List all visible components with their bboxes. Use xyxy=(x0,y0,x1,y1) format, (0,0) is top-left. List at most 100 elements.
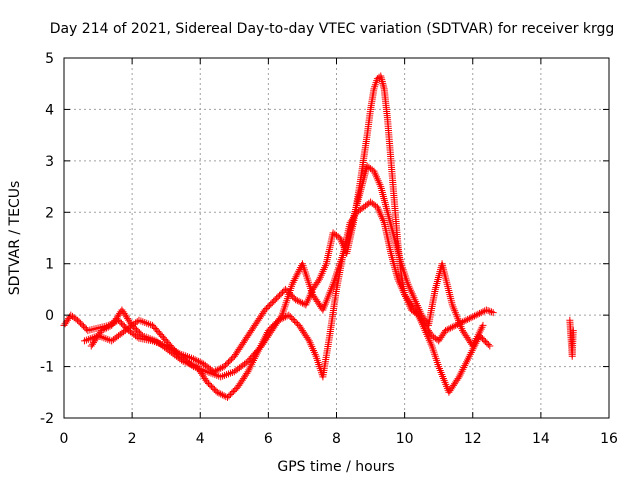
data-point xyxy=(447,324,455,332)
y-tick-label: -1 xyxy=(40,360,54,376)
data-point xyxy=(484,341,492,349)
data-point xyxy=(74,316,82,324)
series-track-c xyxy=(80,162,487,381)
data-point xyxy=(229,388,237,396)
data-point xyxy=(217,364,225,372)
data-point xyxy=(276,291,284,299)
y-tick-label: 5 xyxy=(45,51,54,67)
x-tick-label: 16 xyxy=(600,431,618,447)
data-point xyxy=(195,357,203,365)
data-point xyxy=(224,358,232,366)
data-point xyxy=(77,319,85,327)
data-point xyxy=(454,375,462,383)
data-point xyxy=(99,326,107,334)
data-point xyxy=(484,307,492,315)
data-point xyxy=(217,390,225,398)
chart-title: Day 214 of 2021, Sidereal Day-to-day VTE… xyxy=(50,21,615,37)
data-point xyxy=(465,315,473,323)
data-point xyxy=(222,361,230,369)
data-point xyxy=(203,378,211,386)
data-point xyxy=(261,306,269,314)
data-point xyxy=(264,303,272,311)
data-point xyxy=(278,288,286,296)
data-point xyxy=(268,299,276,307)
axis-ticks xyxy=(63,57,610,419)
data-point xyxy=(291,317,299,325)
y-tick-label: 3 xyxy=(45,154,54,170)
data-point xyxy=(79,322,87,330)
data-point xyxy=(104,323,112,331)
data-point xyxy=(228,389,236,397)
data-point xyxy=(277,313,285,321)
data-point xyxy=(210,385,218,393)
data-point xyxy=(470,312,478,320)
data-point xyxy=(231,386,239,394)
data-point xyxy=(277,290,285,298)
data-point xyxy=(286,313,294,321)
y-tick-label: -2 xyxy=(40,411,54,427)
data-point xyxy=(191,356,199,364)
data-point xyxy=(103,324,111,332)
data-point xyxy=(486,342,494,350)
grid xyxy=(64,58,609,418)
data-point xyxy=(215,365,223,373)
data-point xyxy=(452,321,460,329)
data-point xyxy=(270,297,278,305)
data-point xyxy=(295,297,303,305)
data-series xyxy=(60,72,577,401)
series-track-d xyxy=(566,316,577,360)
data-point xyxy=(134,327,142,335)
data-point xyxy=(271,296,279,304)
data-point xyxy=(135,329,143,337)
data-point xyxy=(117,319,125,327)
data-point xyxy=(226,357,234,365)
data-point xyxy=(226,390,234,398)
data-point xyxy=(207,382,215,390)
data-point xyxy=(476,309,484,317)
data-point xyxy=(442,327,449,335)
data-point xyxy=(478,335,486,343)
data-point xyxy=(474,310,482,318)
data-point xyxy=(477,309,485,317)
data-point xyxy=(267,300,275,308)
data-point xyxy=(304,335,312,343)
x-tick-label: 0 xyxy=(60,431,69,447)
data-point xyxy=(273,294,281,302)
data-point xyxy=(223,360,231,368)
data-point xyxy=(289,316,297,324)
data-point xyxy=(487,308,495,316)
data-point xyxy=(283,312,291,320)
x-tick-label: 14 xyxy=(532,431,550,447)
series-track-a xyxy=(60,72,497,376)
data-point xyxy=(227,355,235,363)
x-tick-label: 12 xyxy=(464,431,482,447)
data-point xyxy=(445,325,453,333)
data-point xyxy=(196,358,204,366)
data-point xyxy=(75,318,83,326)
y-tick-labels: -2 -1 0 1 2 3 4 5 xyxy=(40,51,54,427)
data-point xyxy=(274,293,282,301)
data-point xyxy=(116,318,124,326)
x-tick-label: 6 xyxy=(264,431,273,447)
data-point xyxy=(209,384,217,392)
data-point xyxy=(81,324,89,332)
data-point xyxy=(78,321,86,329)
data-point xyxy=(450,322,458,330)
data-point xyxy=(285,311,293,319)
x-tick-labels: 0 2 4 6 8 10 12 14 16 xyxy=(60,431,618,447)
data-point xyxy=(243,369,251,377)
data-point xyxy=(220,363,228,371)
data-point xyxy=(482,306,490,314)
data-point xyxy=(293,297,301,305)
data-point xyxy=(189,355,197,363)
data-point xyxy=(222,393,230,401)
x-axis-title: GPS time / hours xyxy=(277,459,394,475)
data-point xyxy=(292,318,300,326)
data-point xyxy=(486,307,494,315)
y-tick-label: 0 xyxy=(45,308,54,324)
y-axis-title: SDTVAR / TECUs xyxy=(7,181,23,296)
data-point xyxy=(481,338,489,346)
data-point xyxy=(569,327,577,335)
data-point xyxy=(225,392,233,400)
